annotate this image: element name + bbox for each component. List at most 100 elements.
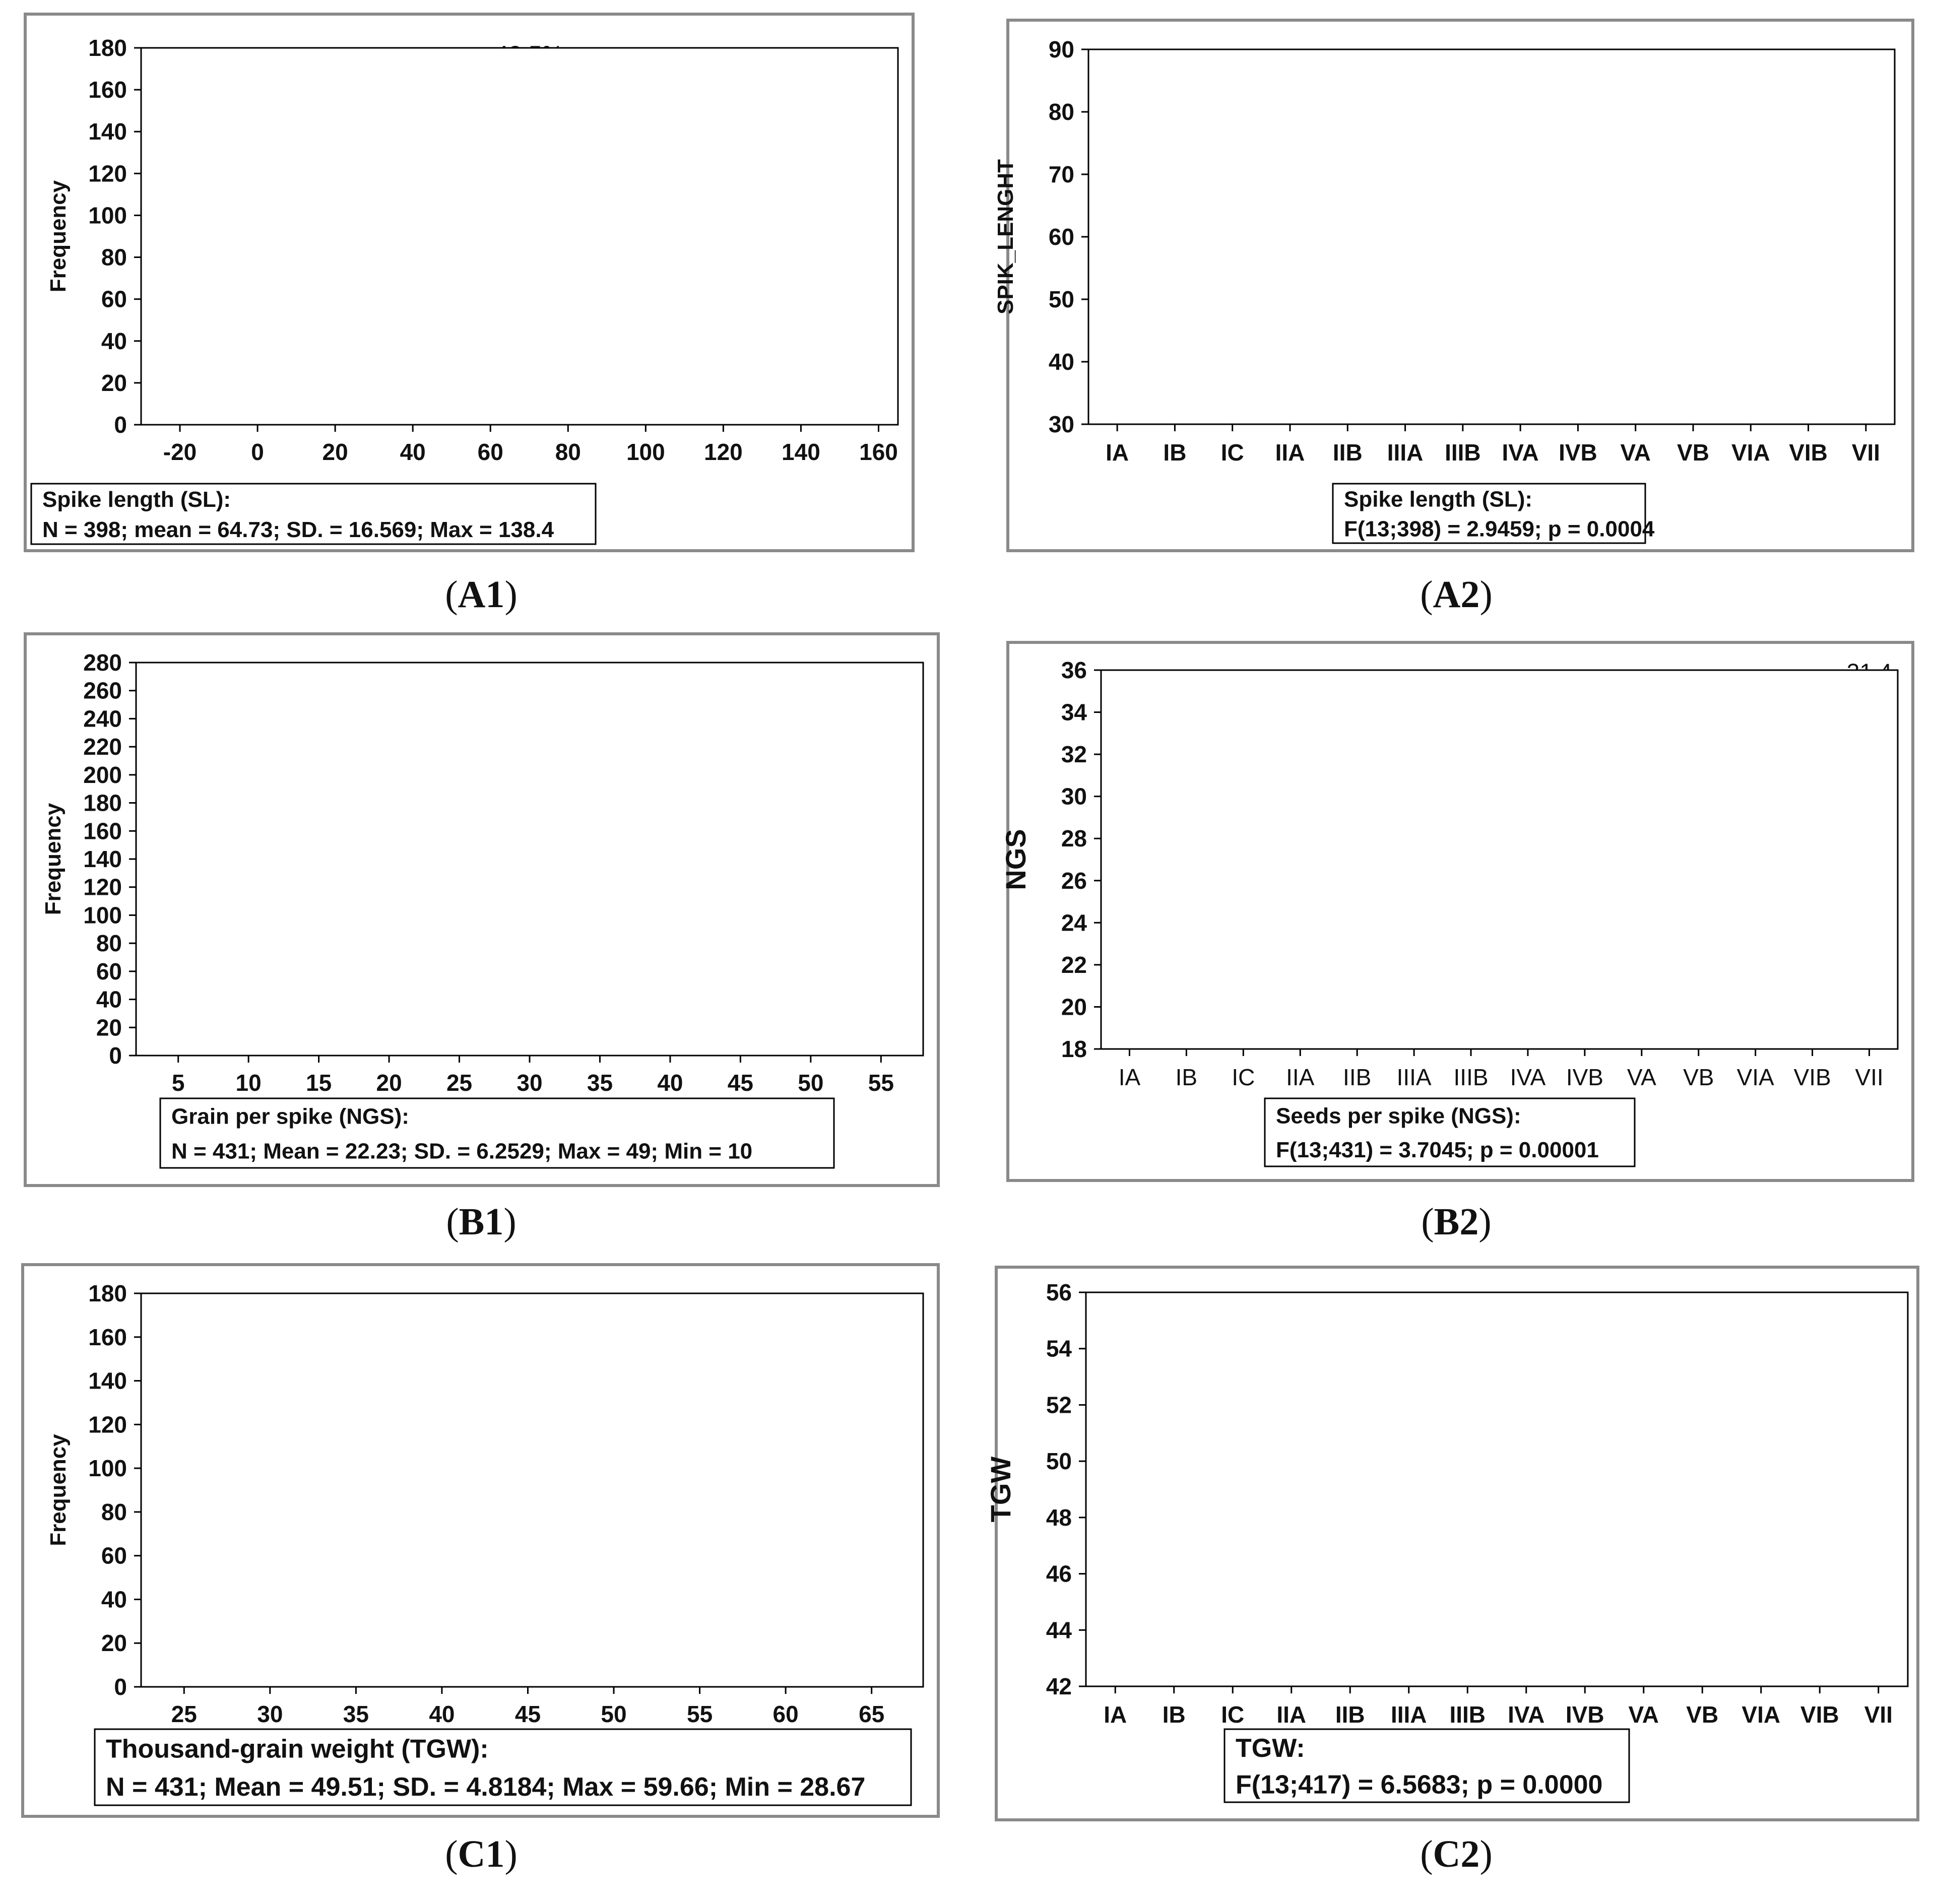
x-category-label: IVA	[1502, 439, 1539, 466]
x-tick-label: 55	[687, 1701, 713, 1727]
y-tick-label: 60	[101, 286, 127, 312]
x-tick-label: 35	[587, 1070, 613, 1096]
y-tick-label: 30	[1049, 411, 1074, 437]
x-category-label: VA	[1620, 439, 1651, 466]
x-tick-label: 35	[343, 1701, 369, 1727]
stats-box	[1264, 1097, 1636, 1167]
y-tick-label: 100	[88, 202, 127, 228]
x-category-label: IVB	[1559, 439, 1597, 466]
y-tick-label: 46	[1046, 1561, 1072, 1587]
y-tick-label: 50	[1049, 286, 1074, 312]
y-tick-label: 30	[1061, 783, 1087, 810]
x-category-label: IIA	[1286, 1064, 1315, 1090]
y-axis-title: Frequency	[46, 180, 71, 292]
x-tick-label: 15	[306, 1070, 332, 1096]
y-tick-label: 160	[83, 818, 122, 844]
y-tick-label: 100	[83, 902, 122, 928]
y-tick-label: 54	[1046, 1336, 1072, 1362]
x-category-label: VIA	[1737, 1064, 1774, 1090]
stats-line: Grain per spike (NGS):	[171, 1104, 409, 1129]
x-category-label: IVA	[1508, 1701, 1544, 1728]
y-tick-label: 0	[114, 1674, 127, 1700]
x-category-label: IIIA	[1387, 439, 1424, 466]
y-tick-label: 160	[88, 1324, 127, 1350]
x-category-label: VIA	[1731, 439, 1770, 466]
y-tick-label: 18	[1061, 1036, 1087, 1062]
y-tick-label: 26	[1061, 868, 1087, 894]
y-tick-label: 52	[1046, 1392, 1072, 1418]
y-tick-label: 180	[88, 1280, 127, 1306]
y-tick-label: 70	[1049, 161, 1074, 187]
y-tick-label: 140	[88, 118, 127, 145]
y-tick-label: 60	[101, 1543, 127, 1569]
y-tick-label: 220	[83, 734, 122, 760]
y-tick-label: 140	[88, 1368, 127, 1394]
y-tick-label: 80	[101, 1499, 127, 1525]
y-tick-label: 56	[1046, 1279, 1072, 1305]
stats-box	[30, 483, 597, 545]
plot-area	[140, 47, 899, 426]
y-axis-title: NGS	[1000, 829, 1032, 890]
y-tick-label: 120	[88, 1411, 127, 1437]
x-category-label: IC	[1232, 1064, 1255, 1090]
y-axis-title: Frequency	[46, 1434, 71, 1546]
x-category-label: IVB	[1566, 1701, 1604, 1728]
x-tick-label: 10	[236, 1070, 262, 1096]
panel-label: (C2)	[1420, 1833, 1493, 1875]
y-tick-label: 0	[109, 1042, 122, 1069]
y-tick-label: 280	[83, 649, 122, 676]
x-tick-label: 40	[400, 439, 426, 465]
x-category-label: IB	[1176, 1064, 1197, 1090]
x-category-label: VII	[1852, 439, 1880, 466]
x-category-label: IIA	[1275, 439, 1305, 466]
x-category-label: IIA	[1276, 1701, 1306, 1728]
x-category-label: IIIA	[1397, 1064, 1432, 1090]
x-category-label: VB	[1686, 1701, 1718, 1728]
x-tick-label: 5	[172, 1070, 185, 1096]
y-tick-label: 22	[1061, 952, 1087, 978]
panel-label: (B2)	[1421, 1201, 1491, 1243]
stats-box	[94, 1728, 912, 1806]
y-tick-label: 20	[96, 1014, 122, 1040]
x-category-label: IA	[1104, 1701, 1127, 1728]
y-tick-label: 0	[114, 412, 127, 438]
x-tick-label: 80	[555, 439, 581, 465]
y-tick-label: 28	[1061, 825, 1087, 851]
y-tick-label: 34	[1061, 699, 1087, 726]
x-category-label: IC	[1221, 439, 1244, 466]
y-tick-label: 120	[83, 874, 122, 900]
y-tick-label: 42	[1046, 1673, 1072, 1699]
x-tick-label: 65	[859, 1701, 884, 1727]
stats-line: F(13;417) = 6.5683; p = 0.0000	[1236, 1770, 1602, 1799]
panel-label: (C1)	[445, 1833, 518, 1875]
y-tick-label: 20	[101, 370, 127, 396]
y-axis-title: SPIK_LENGHT	[993, 159, 1018, 314]
x-category-label: IC	[1221, 1701, 1244, 1728]
x-tick-label: 20	[323, 439, 348, 465]
stats-line: F(13;431) = 3.7045; p = 0.00001	[1276, 1138, 1599, 1162]
x-tick-label: 50	[798, 1070, 823, 1096]
stats-line: Thousand-grain weight (TGW):	[106, 1734, 489, 1763]
y-axis-title: TGW	[985, 1457, 1016, 1523]
y-tick-label: 20	[101, 1630, 127, 1656]
x-tick-label: 55	[868, 1070, 894, 1096]
panel-b1: 020406080100120140160180200220240260280F…	[24, 632, 940, 1243]
x-category-label: IB	[1163, 1701, 1186, 1728]
plot-area	[1087, 48, 1896, 425]
y-tick-label: 80	[96, 930, 122, 956]
stats-line: F(13;398) = 2.9459; p = 0.0004	[1344, 516, 1655, 541]
y-tick-label: 40	[101, 328, 127, 354]
y-tick-label: 240	[83, 705, 122, 732]
stats-line: Spike length (SL):	[1344, 487, 1532, 511]
x-tick-label: 0	[251, 439, 264, 465]
y-tick-label: 40	[101, 1586, 127, 1612]
y-tick-label: 24	[1061, 909, 1087, 936]
x-category-label: IVB	[1566, 1064, 1603, 1090]
y-axis-title: Frequency	[41, 803, 66, 915]
y-tick-label: 90	[1049, 36, 1074, 62]
x-tick-label: 40	[657, 1070, 683, 1096]
y-tick-label: 20	[1061, 994, 1087, 1020]
plot-area	[140, 1292, 924, 1688]
y-tick-label: 80	[1049, 99, 1074, 125]
